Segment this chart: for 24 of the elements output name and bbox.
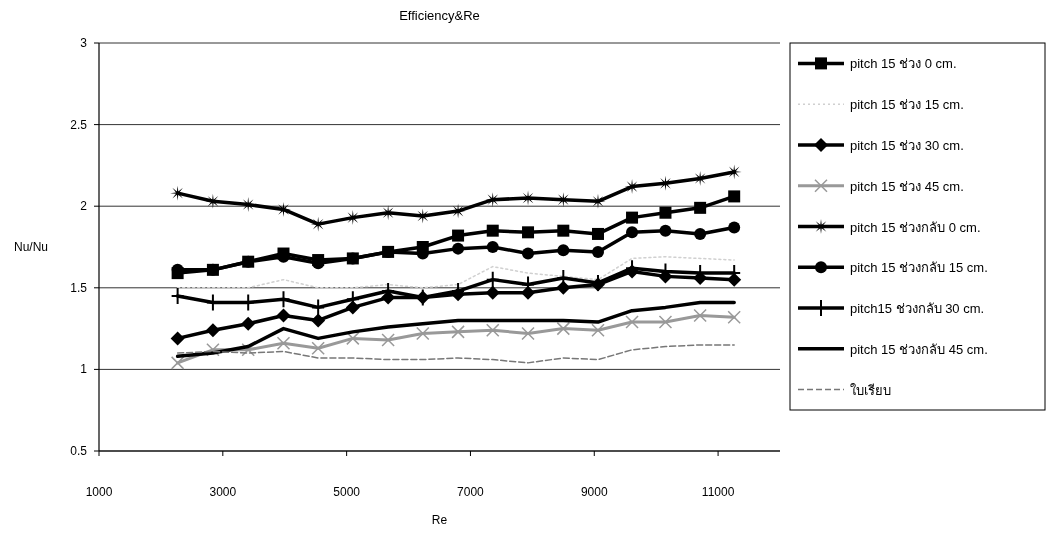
legend-label: pitch 15 ช่วง 0 cm. (850, 56, 957, 72)
legend-label: pitch 15 ช่วง 30 cm. (850, 137, 964, 153)
legend-label: pitch 15 ช่วง 45 cm. (850, 178, 964, 194)
y-tick-label: 0.5 (70, 444, 88, 458)
y-tick-label: 2 (80, 199, 88, 214)
y-axis-title: Nu/Nu (13, 240, 48, 254)
legend-label: pitch 15 ช่วงกลับ 45 cm. (850, 341, 988, 357)
chart-title: Efficiency&Re (399, 8, 480, 23)
y-tick-label: 3 (80, 36, 88, 50)
legend-label: pitch 15 ช่วงกลับ 15 cm. (850, 260, 988, 276)
legend-label: pitch 15 ช่วง 15 cm. (850, 97, 964, 113)
legend-label: pitch 15 ช่วงกลับ 0 cm. (850, 219, 981, 235)
legend-label: pitch15 ช่วงกลับ 30 cm. (850, 301, 985, 317)
x-tick-label: 1000 (85, 485, 113, 499)
x-tick-label: 7000 (457, 485, 485, 499)
y-tick-label: 1.5 (70, 280, 88, 295)
x-tick-label: 11000 (701, 485, 735, 499)
y-tick-label: 2.5 (70, 117, 88, 132)
x-axis-title: Re (431, 513, 448, 527)
x-tick-label: 3000 (209, 485, 237, 499)
x-tick-label: 5000 (333, 485, 361, 499)
x-tick-label: 9000 (580, 485, 608, 499)
y-tick-label: 1 (80, 362, 88, 377)
legend-label: ใบเรียบ (850, 382, 891, 398)
